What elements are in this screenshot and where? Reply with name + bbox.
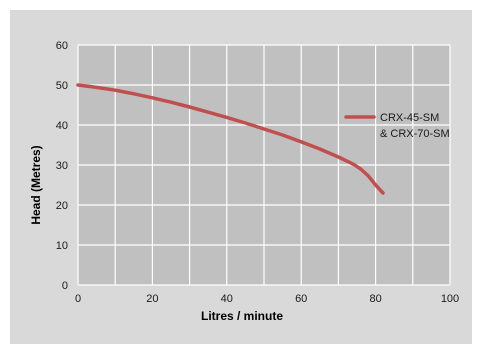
y-tick-label: 40	[56, 120, 68, 132]
pump-curve-chart: 0 20 40 60 80 100 0 10 20 30 40 50 60 Litres / minu…	[10, 10, 472, 344]
y-tick-label: 30	[56, 160, 68, 172]
x-tick-label: 20	[146, 293, 158, 305]
x-tick-label: 0	[75, 293, 81, 305]
x-axis-title: Litres / minute	[201, 309, 283, 323]
series-layer	[76, 83, 385, 195]
y-axis-title: Head (Metres)	[29, 145, 43, 224]
y-tick-label: 60	[56, 40, 68, 52]
series-line-0	[76, 83, 385, 195]
y-axis-ticks: 0 10 20 30 40 50 60	[56, 40, 68, 292]
y-tick-label: 20	[56, 200, 68, 212]
x-tick-label: 100	[441, 293, 459, 305]
x-tick-label: 40	[221, 293, 233, 305]
x-axis-ticks: 0 20 40 60 80 100	[75, 293, 459, 305]
chart-container: 0 20 40 60 80 100 0 10 20 30 40 50 60 Litres / minu…	[10, 10, 472, 344]
legend: CRX-45-SM & CRX-70-SM	[344, 112, 450, 140]
legend-label-line-2: & CRX-70-SM	[380, 128, 450, 140]
legend-label-line-1: CRX-45-SM	[380, 112, 439, 124]
y-tick-label: 10	[56, 240, 68, 252]
gridlines	[77, 44, 451, 286]
y-tick-label: 50	[56, 80, 68, 92]
y-tick-label: 0	[62, 280, 68, 292]
x-tick-label: 60	[295, 293, 307, 305]
x-tick-label: 80	[369, 293, 381, 305]
